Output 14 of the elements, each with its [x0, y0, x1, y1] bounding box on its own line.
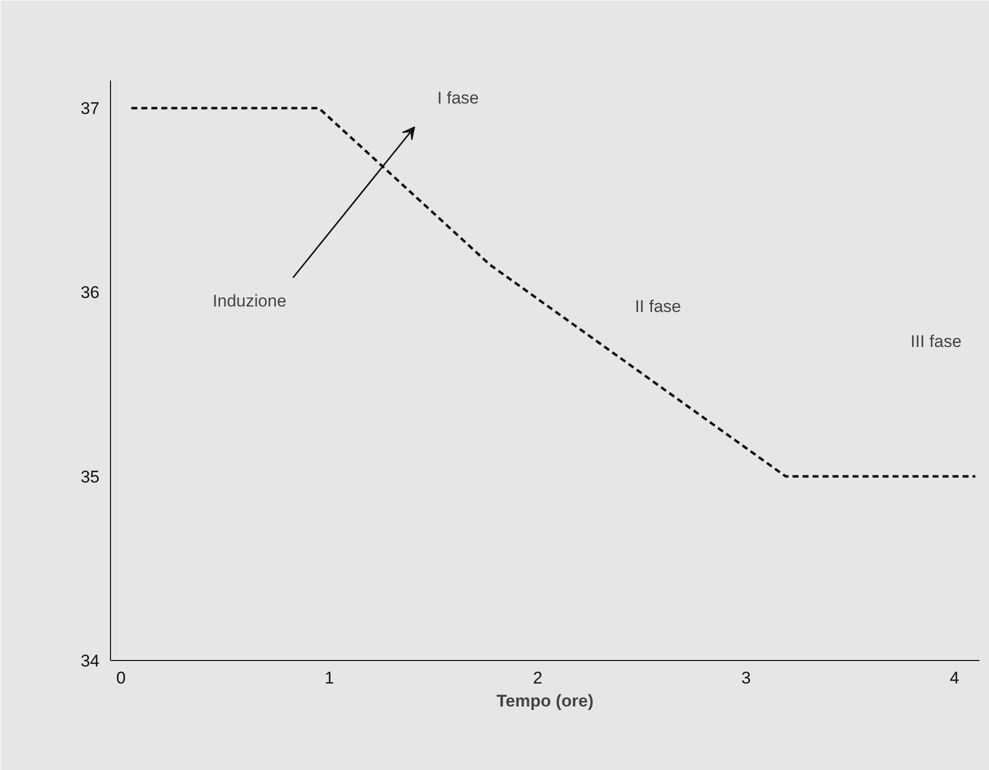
x-tick-label: 1: [324, 668, 334, 688]
x-tick-label: 4: [950, 668, 960, 688]
y-tick-label: 36: [80, 283, 100, 302]
x-tick-label: 3: [741, 668, 751, 688]
annotation: Induzione: [212, 291, 286, 310]
annotation: I fase: [437, 88, 479, 108]
x-tick-label: 0: [116, 668, 126, 688]
y-tick-label: 35: [80, 467, 100, 486]
annotation: II fase: [634, 297, 682, 316]
y-tick-label: 37: [80, 99, 100, 118]
y-tick-label: 34: [80, 652, 100, 670]
annotation: III fase: [910, 332, 962, 351]
x-axis-title: Tempo (ore): [496, 692, 594, 710]
x-tick-label: 2: [532, 668, 542, 688]
